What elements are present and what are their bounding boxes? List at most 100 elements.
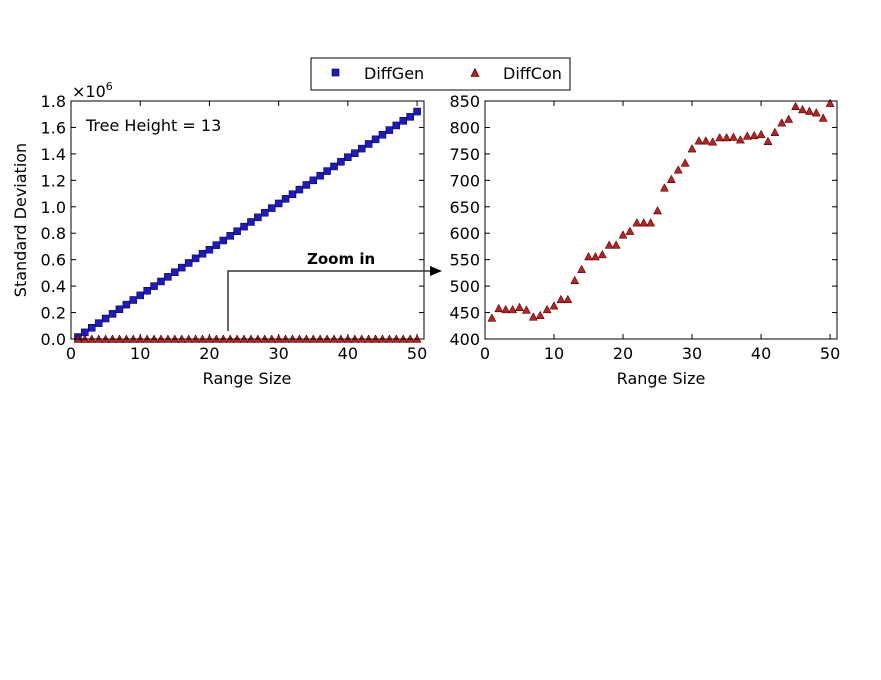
right-point-diffcon xyxy=(818,113,828,122)
left-point-diffgen xyxy=(288,190,297,198)
right-point-diffcon xyxy=(611,240,621,249)
left-point-diffgen xyxy=(177,263,186,272)
right-point-diffcon xyxy=(639,218,649,227)
left-point-diffgen xyxy=(267,204,276,212)
right-point-diffcon xyxy=(680,158,690,167)
left-point-diffgen xyxy=(261,208,269,217)
left-point-diffgen xyxy=(157,277,165,286)
tree-height-annotation: Tree Height = 13 xyxy=(85,116,221,135)
right-xtick-label: 20 xyxy=(613,344,633,363)
left-point-diffgen xyxy=(108,310,117,318)
right-point-diffcon xyxy=(756,129,766,139)
zoom-label: Zoom in xyxy=(307,250,375,268)
left-xtick-label: 0 xyxy=(66,344,76,363)
left-point-diffgen xyxy=(143,286,151,295)
right-point-diffcon xyxy=(528,312,538,321)
right-point-diffcon xyxy=(687,144,697,153)
left-points xyxy=(73,107,422,343)
right-ytick-label: 650 xyxy=(449,198,480,217)
right-point-diffcon xyxy=(584,251,593,261)
right-ytick-label: 700 xyxy=(449,171,480,190)
left-point-diffgen xyxy=(371,135,380,144)
right-ytick-label: 750 xyxy=(449,145,480,164)
left-point-diffgen xyxy=(385,126,394,134)
right-point-diffcon xyxy=(729,132,738,141)
right-point-diffcon xyxy=(508,304,518,314)
left-point-diffgen xyxy=(330,162,338,171)
left-point-diffgen xyxy=(94,319,103,327)
left-point-diffgen xyxy=(351,149,359,157)
left-point-diffgen xyxy=(295,185,304,194)
right-point-diffcon xyxy=(701,136,711,145)
left-point-diffgen xyxy=(309,176,318,185)
right-ytick-label: 500 xyxy=(449,277,480,296)
left-point-diffgen xyxy=(184,259,193,267)
left-point-diffgen xyxy=(323,167,331,175)
right-ytick-label: 800 xyxy=(449,118,480,137)
left-point-diffgen xyxy=(247,218,255,226)
left-point-diffgen xyxy=(274,199,283,208)
right-point-diffcon xyxy=(722,132,731,142)
left-point-diffgen xyxy=(191,254,200,263)
right-ytick-label: 550 xyxy=(449,251,480,270)
right-xtick-label: 10 xyxy=(544,344,564,363)
right-point-diffcon xyxy=(521,305,531,314)
right-point-diffcon xyxy=(542,304,552,314)
left-point-diffgen xyxy=(164,273,172,281)
right-point-diffcon xyxy=(825,98,835,107)
left-point-diffgen xyxy=(150,282,158,290)
legend-marker-diffgen xyxy=(331,68,340,77)
left-xtick-label: 40 xyxy=(338,344,358,363)
right-point-diffcon xyxy=(549,301,559,310)
left-point-diffgen xyxy=(364,140,373,148)
left-point-diffgen xyxy=(337,158,345,166)
left-point-diffgen xyxy=(399,117,407,125)
left-ytick-label: 0.4 xyxy=(41,277,66,296)
left-point-diffgen xyxy=(129,296,138,304)
right-point-diffcon xyxy=(494,303,504,313)
left-point-diffgen xyxy=(205,246,214,254)
right-point-diffcon xyxy=(556,294,566,304)
right-ytick-label: 450 xyxy=(449,304,480,323)
right-point-diffcon xyxy=(618,230,628,239)
left-ytick-label: 0.2 xyxy=(41,304,66,323)
right-point-diffcon xyxy=(535,310,545,319)
right-point-diffcon xyxy=(563,294,573,304)
right-point-diffcon xyxy=(770,127,780,136)
right-ytick-label: 400 xyxy=(449,330,480,349)
left-point-diffgen xyxy=(122,300,131,309)
legend: DiffGen DiffCon xyxy=(310,57,571,91)
left-point-diffgen xyxy=(136,291,144,300)
right-point-diffcon xyxy=(694,136,704,145)
right-point-diffcon xyxy=(777,118,787,127)
right-point-diffcon xyxy=(708,137,718,146)
right-point-diffcon xyxy=(742,131,752,140)
right-plot-frame xyxy=(484,100,838,340)
right-xtick-label: 40 xyxy=(751,344,771,363)
legend-label-diffcon: DiffCon xyxy=(503,64,562,83)
left-point-diffgen xyxy=(378,130,387,139)
right-point-diffcon xyxy=(804,106,814,115)
left-point-diffgen xyxy=(406,113,414,121)
left-ytick-label: 1.0 xyxy=(41,198,66,217)
left-x-axis-label: Range Size xyxy=(203,369,292,388)
right-point-diffcon xyxy=(604,240,614,249)
left-point-diffgen xyxy=(344,153,352,161)
left-point-diffgen xyxy=(316,171,324,180)
chart-right: 0 10 20 30 40 50 400 450 500 550 600 650 700 750 800 85… xyxy=(449,92,840,388)
left-ticks: 0 10 20 30 40 50 0.0 0.2 0.4 0.6 0.8 1.0 1.2 1.4 1.6 1.… xyxy=(41,92,428,363)
right-point-diffcon xyxy=(487,313,497,322)
right-xtick-label: 0 xyxy=(480,344,490,363)
left-point-diffgen xyxy=(413,107,421,116)
right-point-diffcon xyxy=(597,249,607,259)
right-ytick-label: 600 xyxy=(449,224,480,243)
right-point-diffcon xyxy=(632,218,642,227)
chart-left: 0 10 20 30 40 50 0.0 0.2 0.4 0.6 0.8 1.0 1.2 1.4 1.6 1.… xyxy=(11,80,427,388)
right-point-diffcon xyxy=(666,174,676,184)
left-point-diffgen xyxy=(171,268,179,276)
left-point-diffgen xyxy=(198,249,207,258)
left-point-diffgen xyxy=(392,121,401,130)
left-ytick-label: 0.0 xyxy=(41,330,66,349)
right-point-diffcon xyxy=(811,108,821,117)
